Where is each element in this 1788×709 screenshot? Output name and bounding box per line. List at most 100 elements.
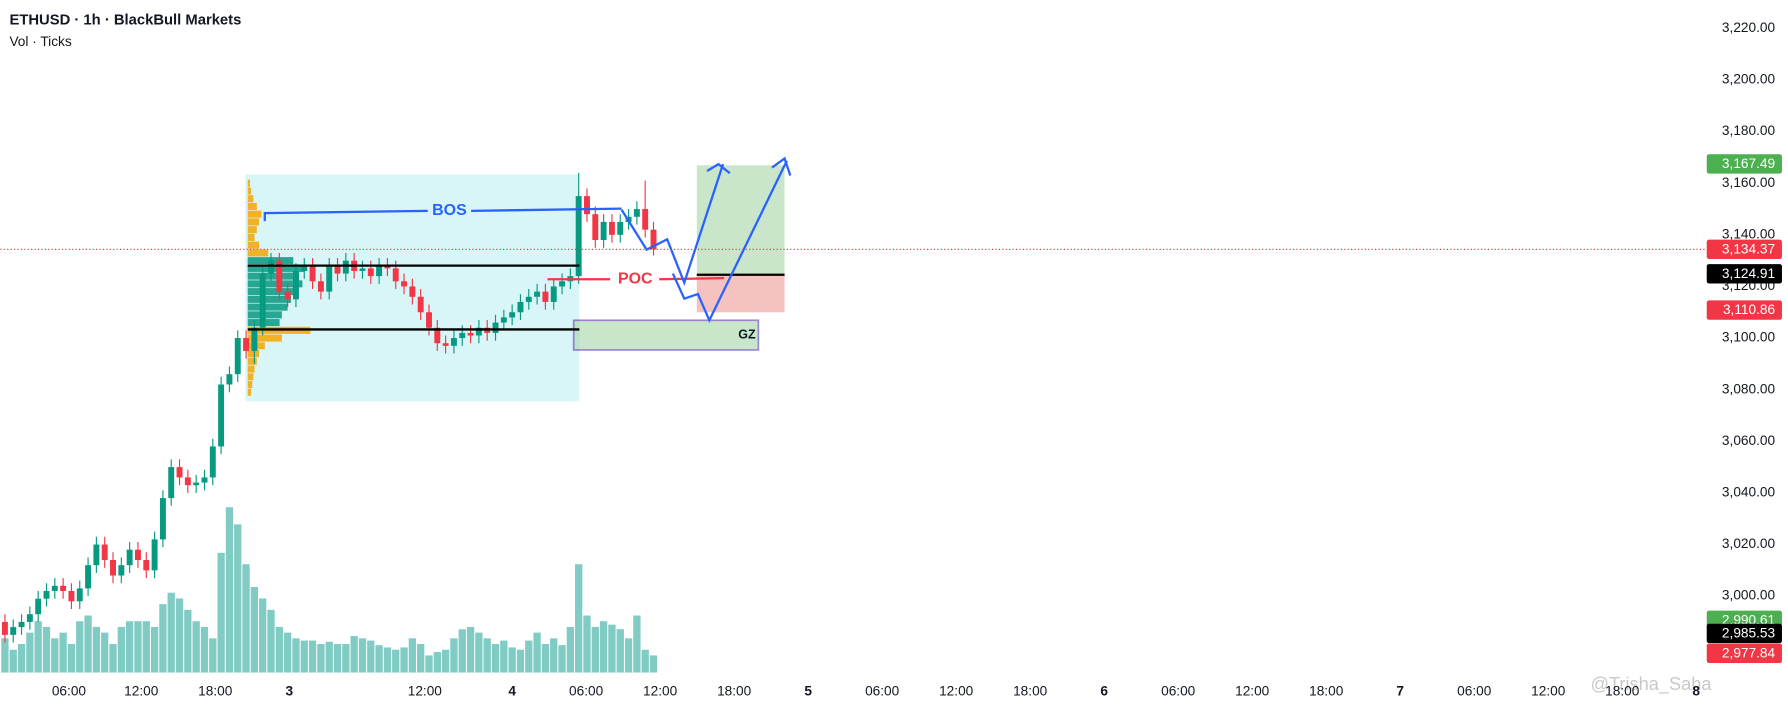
candle-body [384,265,391,269]
candle-body [426,312,432,328]
candle-body [442,343,449,346]
volume-profile-bar [247,288,296,296]
volume-bar [209,638,217,673]
volume-bar [300,640,308,673]
volume-bar [92,626,101,673]
candle-body [434,327,441,344]
volume-profile-bar [247,303,288,311]
x-tick-label: 12:00 [408,684,443,699]
volume-bar [292,638,300,673]
volume-bar [59,632,67,673]
x-tick-label: 06:00 [865,684,900,699]
volume-bar [101,632,109,673]
candle-body [450,338,457,346]
candle-body [301,265,308,271]
candle-body [26,614,33,622]
candle-body [542,291,549,302]
y-tick-label: 3,160.00 [1722,175,1776,190]
candle-body [18,621,25,628]
volume-bar [192,621,200,673]
series [1,172,658,673]
candle-body [417,296,424,313]
volume-bar [134,621,142,673]
y-tick-label: 3,080.00 [1722,381,1776,396]
candle-body [509,312,516,318]
candle-body [10,627,17,635]
candle-body [101,544,108,561]
candle-body [334,265,341,274]
volume-profile-bar [247,179,250,187]
candle-body [35,598,42,615]
volume-bar [383,647,392,673]
candle-body [184,477,191,486]
x-tick-label: 3 [285,684,293,699]
candle-body [575,196,582,277]
x-tick-label: 12:00 [643,684,678,699]
candle-body [234,338,241,375]
volume-bar [624,638,633,673]
candle-body [459,332,466,339]
y-tick-label: 3,040.00 [1722,485,1776,500]
candle-body [517,301,524,313]
candle-body [534,291,541,297]
x-tick-label: 12:00 [939,684,974,699]
price-marker-label: 2,977.84 [1722,646,1776,661]
volume-bar [575,564,583,673]
y-tick-label: 3,200.00 [1722,72,1776,87]
volume-bar [175,598,184,673]
candle-body [292,270,299,300]
volume-profile-bar [247,241,260,249]
volume-bar [217,552,225,673]
candle-body [376,265,383,277]
candle-body [284,291,291,300]
volume-profile-bar [247,264,305,272]
y-tick-label: 3,140.00 [1722,226,1776,241]
volume-profile-bar [247,249,269,257]
candle-body [584,196,590,215]
volume-profile-bar [247,218,260,226]
volume-bar [109,644,117,673]
x-tick-label: 06:00 [1161,684,1196,699]
volume-bar [9,649,17,673]
volume-bar [117,626,125,673]
projection-arrow [706,162,731,175]
price-marker [1706,239,1782,260]
volume-bar [150,626,159,673]
volume-bar [408,638,417,673]
candle-body [276,260,283,292]
candle-body [176,467,183,478]
volume-bar [250,587,259,673]
volume-profile-bar [247,334,282,342]
candle-body [642,209,649,230]
volume-bar [358,638,367,673]
volume-profile-bar [247,350,260,358]
volume-bar [558,645,566,673]
candle-body [401,281,408,287]
volume-bar [225,507,234,673]
volume-profile-bar [247,295,292,303]
volume-bar [566,626,575,673]
bos-line [471,207,622,213]
candle-body [134,549,141,561]
volume-bar [516,649,525,673]
candle-body [550,286,557,302]
volume-bar [466,626,475,673]
volume-bar [641,649,649,673]
candle-body [317,281,324,292]
volume-bar [591,626,599,673]
x-tick-label: 7 [1396,684,1404,699]
volume-bar [342,644,350,673]
volume-profile-bar [247,388,252,396]
candle-body [243,338,250,351]
candle-body [467,332,474,336]
volume-bar [508,647,516,673]
volume-bar [200,626,209,673]
chart-title: ETHUSD · 1h · BlackBull Markets [9,12,241,28]
volume-profile-bar [247,210,262,218]
candle-body [118,565,125,576]
volume-bar [541,644,550,673]
x-tick-label: 18:00 [198,684,233,699]
x-tick-label: 18:00 [1309,684,1344,699]
x-tick-label: 12:00 [1531,684,1566,699]
x-tick-label: 6 [1100,684,1108,699]
